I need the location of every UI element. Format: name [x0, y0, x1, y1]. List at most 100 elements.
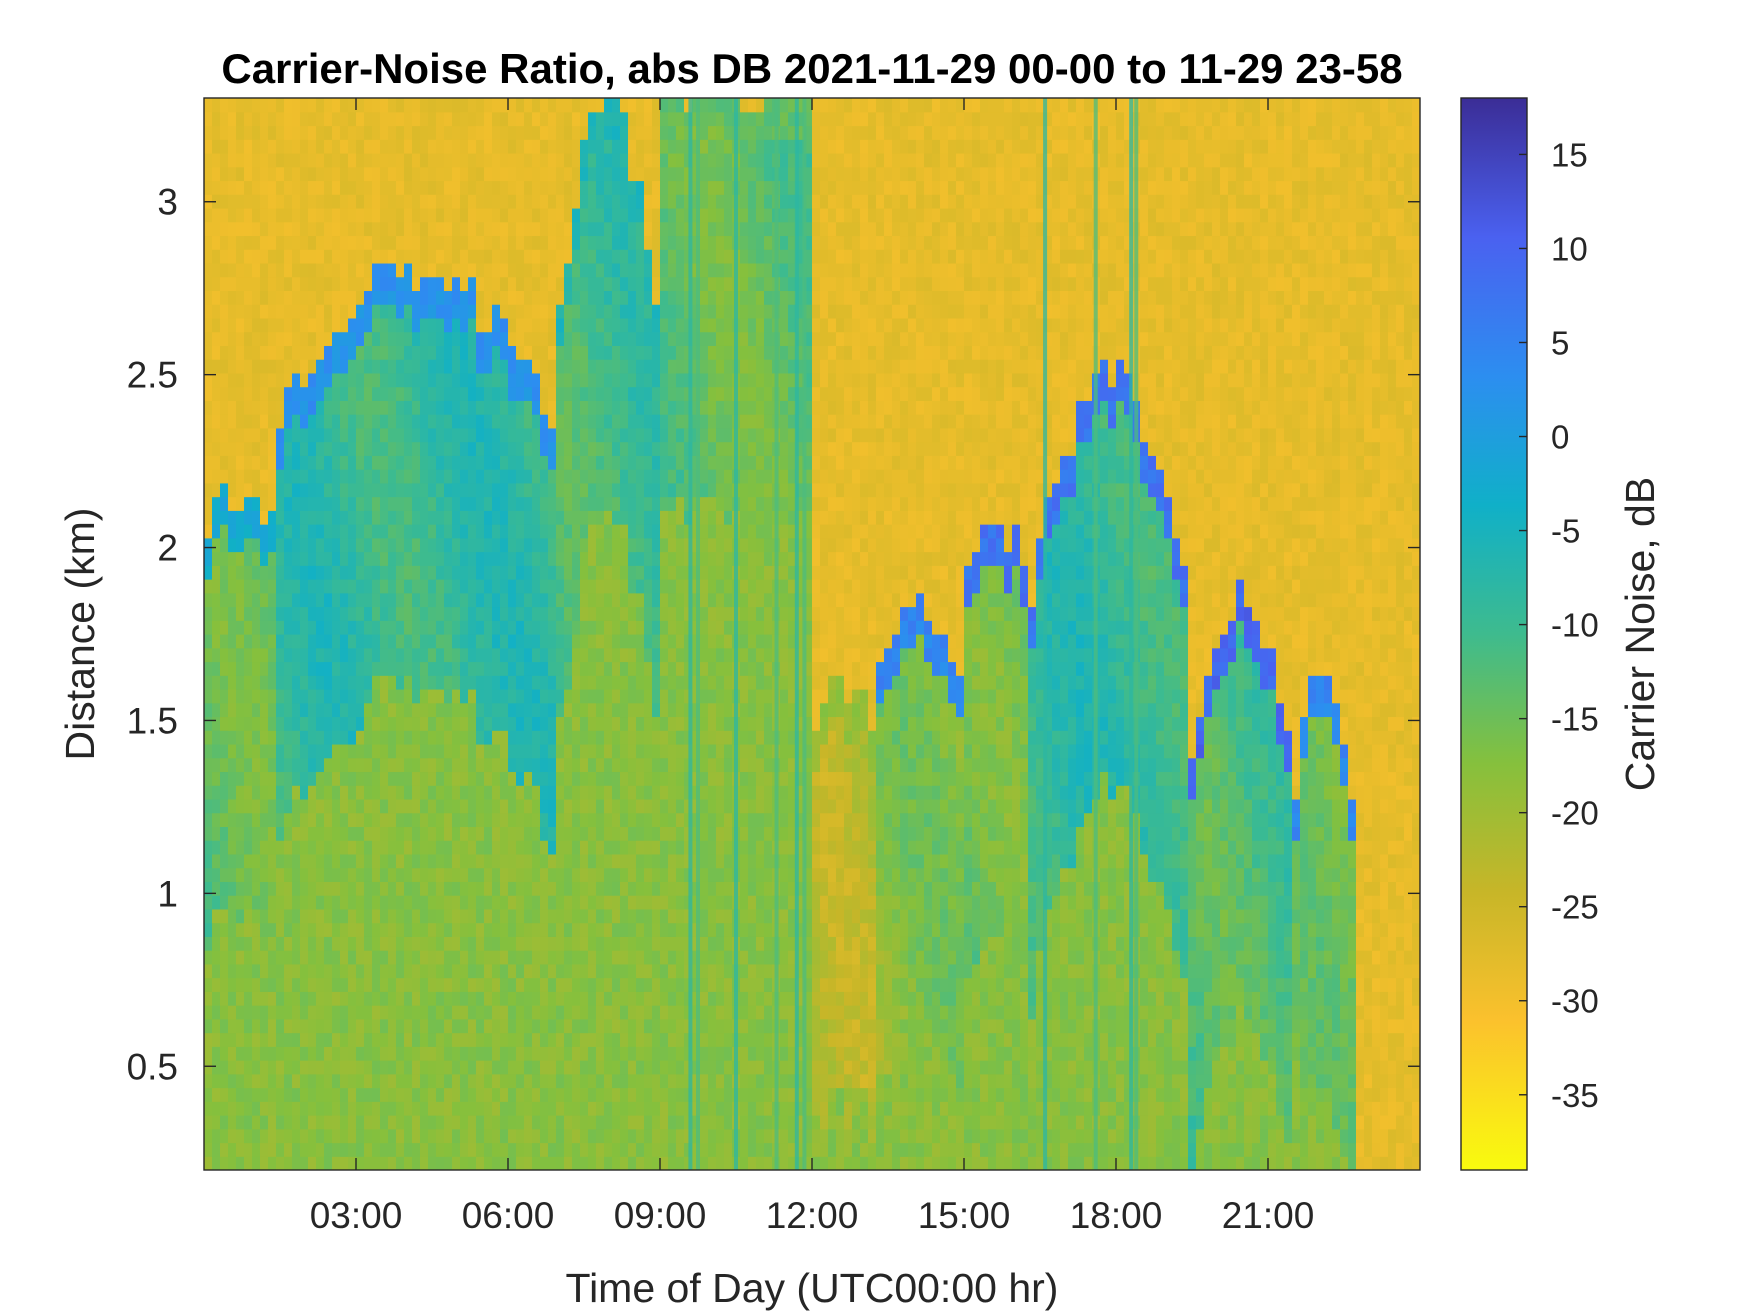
heatmap-cell — [236, 372, 245, 388]
heatmap-cell — [356, 1073, 365, 1089]
heatmap-cell — [636, 331, 645, 346]
heatmap-cell — [580, 249, 589, 264]
heatmap-cell — [396, 139, 405, 154]
heatmap-cell — [596, 950, 605, 965]
heatmap-cell — [668, 881, 677, 896]
heatmap-cell — [308, 1101, 317, 1116]
heatmap-cell — [268, 826, 277, 841]
heatmap-cell — [516, 359, 525, 374]
heatmap-cell — [380, 441, 389, 456]
heatmap-cell — [708, 716, 717, 731]
heatmap-cell — [220, 812, 229, 828]
heatmap-cell — [396, 510, 405, 525]
heatmap-cell — [244, 1005, 253, 1020]
heatmap-cell — [212, 702, 221, 718]
heatmap-cell — [500, 1018, 509, 1034]
heatmap-cell — [404, 991, 413, 1006]
heatmap-cell — [652, 235, 661, 250]
heatmap-cell — [364, 359, 373, 374]
heatmap-cell — [268, 716, 277, 731]
heatmap-cell — [412, 634, 421, 649]
heatmap-cell — [372, 262, 381, 278]
heatmap-cell — [452, 1032, 461, 1047]
heatmap-cell — [284, 730, 293, 745]
heatmap-cell — [604, 661, 613, 676]
heatmap-cell — [460, 1005, 469, 1020]
heatmap-cell — [316, 345, 325, 360]
heatmap-cell — [380, 840, 389, 855]
heatmap-cell — [676, 1101, 685, 1116]
heatmap-cell — [652, 152, 661, 168]
heatmap-cell — [316, 853, 325, 869]
heatmap-cell — [476, 950, 485, 965]
heatmap-cell — [660, 455, 669, 470]
heatmap-cell — [532, 510, 541, 525]
heatmap-cell — [708, 262, 717, 278]
heatmap-cell — [420, 881, 429, 896]
heatmap-cell — [540, 592, 549, 608]
heatmap-cell — [388, 881, 397, 896]
heatmap-cell — [708, 908, 717, 924]
heatmap-cell — [356, 235, 365, 250]
heatmap-cell — [564, 592, 573, 608]
heatmap-cell — [700, 661, 709, 676]
heatmap-cell — [628, 455, 637, 470]
heatmap-cell — [572, 317, 581, 333]
heatmap-cell — [228, 98, 237, 113]
heatmap-cell — [340, 840, 349, 855]
heatmap-cell — [516, 881, 525, 896]
heatmap-cell — [244, 977, 253, 992]
heatmap-cell — [564, 510, 573, 525]
heatmap-cell — [596, 551, 605, 566]
heatmap-cell — [444, 441, 453, 456]
heatmap-cell — [548, 908, 557, 924]
heatmap-cell — [548, 853, 557, 869]
heatmap-cell — [588, 345, 597, 360]
heatmap-cell — [548, 469, 557, 484]
heatmap-cell — [532, 317, 541, 333]
heatmap-cell — [668, 634, 677, 649]
heatmap-cell — [308, 207, 317, 223]
heatmap-cell — [468, 249, 477, 264]
heatmap-cell — [580, 427, 589, 443]
heatmap-cell — [316, 620, 325, 635]
heatmap-cell — [276, 152, 285, 168]
heatmap-cell — [252, 441, 261, 456]
heatmap-cell — [244, 895, 253, 910]
heatmap-cell — [564, 963, 573, 979]
heatmap-cell — [236, 565, 245, 580]
heatmap-cell — [572, 1005, 581, 1020]
heatmap-cell — [460, 400, 469, 415]
heatmap-cell — [276, 785, 285, 800]
heatmap-cell — [404, 304, 413, 319]
heatmap-cell — [620, 702, 629, 718]
heatmap-cell — [500, 125, 509, 140]
heatmap-cell — [652, 221, 661, 237]
heatmap-cell — [708, 1018, 717, 1034]
heatmap-cell — [628, 194, 637, 209]
heatmap-cell — [476, 194, 485, 209]
heatmap-cell — [356, 98, 365, 113]
heatmap-cell — [588, 414, 597, 429]
heatmap-cell — [300, 826, 309, 841]
heatmap-cell — [492, 1073, 501, 1089]
heatmap-cell — [564, 524, 573, 539]
heatmap-cell — [668, 262, 677, 278]
heatmap-cell — [412, 1005, 421, 1020]
heatmap-cell — [564, 936, 573, 951]
heatmap-cell — [556, 963, 565, 979]
heatmap-cell — [300, 936, 309, 951]
heatmap-cell — [436, 895, 445, 910]
heatmap-cell — [532, 235, 541, 250]
heatmap-cell — [556, 166, 565, 182]
heatmap-cell — [476, 386, 485, 401]
heatmap-cell — [556, 798, 565, 814]
heatmap-cell — [700, 166, 709, 182]
heatmap-cell — [356, 716, 365, 731]
heatmap-cell — [252, 455, 261, 470]
heatmap-cell — [636, 922, 645, 937]
heatmap-cell — [420, 730, 429, 745]
heatmap-cell — [380, 798, 389, 814]
heatmap-cell — [228, 221, 237, 237]
heatmap-cell — [484, 221, 493, 237]
